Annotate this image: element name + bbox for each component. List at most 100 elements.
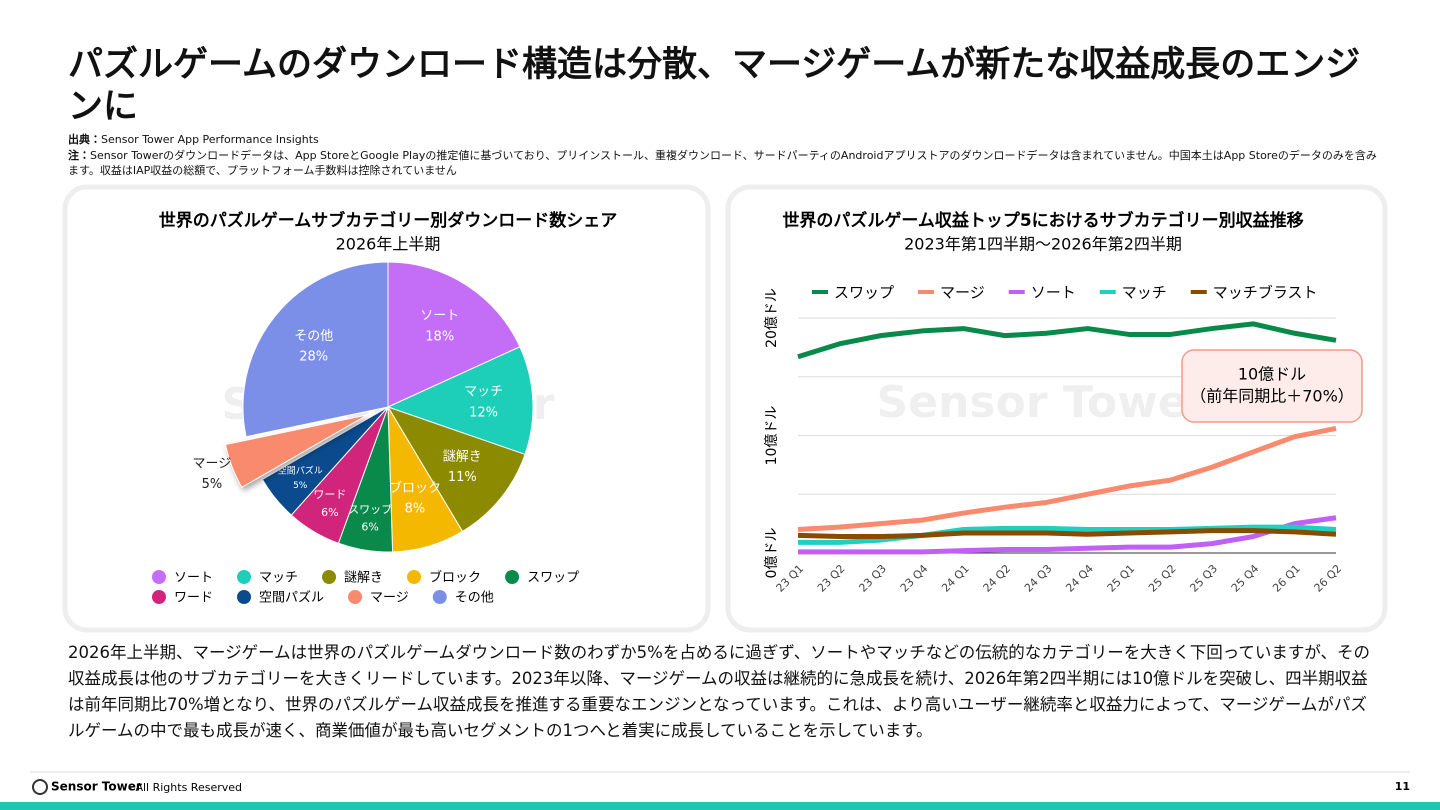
legend-item: スワップ — [505, 570, 579, 586]
legend-swatch — [237, 570, 252, 584]
x-tick-label: 26 Q1 — [1270, 562, 1303, 595]
pie-slice — [386, 346, 534, 456]
x-tick-label: 24 Q4 — [1063, 562, 1096, 595]
legend-swatch — [505, 570, 520, 584]
legend-item: マッチ — [237, 570, 298, 586]
legend-item: ソート — [152, 570, 213, 586]
brand: Sensor Tower — [51, 780, 142, 794]
rights: - All Rights Reserved — [128, 781, 242, 794]
pie-slice — [261, 406, 389, 516]
legend-label: マッチブラスト — [1213, 284, 1318, 302]
annotation: 10億ドル — [1238, 365, 1306, 384]
chart-title: 世界のパズルゲームサブカテゴリー別ダウンロード数シェア — [159, 210, 618, 231]
slice-value: 6% — [321, 506, 338, 519]
pie-slice — [387, 261, 521, 408]
chart-subtitle: 2023年第1四半期～2026年第2四半期 — [904, 235, 1182, 254]
pie-slice — [242, 261, 389, 438]
legend-label: 空間パズル — [259, 590, 324, 606]
body-text: 2026年上半期、マージゲームは世界のパズルゲームダウンロード数のわずか5%を占… — [68, 643, 1371, 740]
pie-slice — [337, 406, 394, 553]
legend-swatch — [322, 570, 337, 584]
legend-label: ワード — [174, 591, 213, 606]
legend-item: スワップ — [812, 284, 894, 302]
legend-item: ブロック — [407, 570, 481, 586]
x-tick-label: 23 Q3 — [856, 562, 889, 595]
legend-item: マッチ — [1099, 284, 1167, 302]
slice-label: 謎解き — [443, 449, 482, 464]
watermark: Sensor Tower — [222, 379, 555, 430]
page-number: 11 — [1395, 780, 1410, 793]
x-tick-label: 23 Q1 — [774, 562, 807, 595]
legend-item: 空間パズル — [237, 590, 324, 606]
slice-label: マッチ — [464, 385, 503, 400]
line-series — [797, 425, 1337, 532]
source-text: Sensor Tower App Performance Insights — [101, 133, 319, 146]
slice-label: ワード — [313, 488, 346, 501]
legend-label: マージ — [940, 284, 985, 302]
chart-title: 世界のパズルゲーム収益トップ5におけるサブカテゴリー別収益推移 — [782, 210, 1303, 231]
x-tick-label: 25 Q2 — [1146, 562, 1179, 595]
pie-slice — [224, 414, 368, 489]
legend-item: 謎解き — [322, 570, 383, 586]
legend-label: マッチ — [259, 571, 298, 586]
legend-item: ソート — [1008, 284, 1076, 302]
legend-swatch — [152, 590, 166, 604]
source-label: 出典： — [68, 133, 101, 146]
note-label: 注： — [68, 149, 90, 162]
slice-value: 28% — [299, 350, 328, 365]
annotation: （前年同期比＋70%） — [1190, 387, 1354, 406]
x-tick-label: 23 Q4 — [898, 562, 931, 595]
slice-value: 5% — [293, 481, 308, 491]
legend-item: マッチブラスト — [1190, 284, 1318, 302]
legend-label: スワップ — [834, 284, 894, 302]
note-text: Sensor Towerのダウンロードデータは、App StoreとGoogle… — [68, 149, 1377, 177]
pie-slice — [290, 406, 389, 544]
legend-item: その他 — [432, 590, 494, 606]
legend-label: ソート — [174, 571, 213, 586]
slice-value: 12% — [469, 405, 498, 420]
x-tick-label: 23 Q2 — [815, 562, 848, 595]
legend-label: マージ — [370, 591, 409, 606]
legend-label: マッチ — [1122, 284, 1167, 302]
x-tick-label: 25 Q4 — [1229, 562, 1262, 595]
pie-slice — [386, 406, 526, 533]
slice-label: ブロック — [389, 480, 441, 496]
legend-item: マージ — [348, 590, 409, 606]
page-title: パズルゲームのダウンロード構造は分散、マージゲームが新たな収益成長のエンジンに — [68, 45, 1361, 127]
logo-icon — [32, 779, 48, 795]
slice-value: 11% — [448, 470, 477, 485]
pie-slice — [387, 405, 464, 553]
legend-label: ブロック — [429, 570, 481, 586]
legend-swatch — [348, 590, 363, 604]
card — [725, 184, 1388, 633]
slice-label: その他 — [294, 329, 333, 344]
card — [62, 184, 711, 633]
x-tick-label: 25 Q1 — [1105, 562, 1138, 595]
legend-item: マージ — [918, 284, 985, 302]
legend-swatch — [152, 570, 166, 584]
slice-value: 18% — [425, 329, 454, 344]
line-series — [797, 321, 1337, 360]
legend-swatch — [237, 590, 252, 604]
y-tick-label: 0億ドル — [764, 528, 780, 579]
y-tick-label: 20億ドル — [764, 288, 780, 348]
slice-label: ソート — [420, 309, 459, 324]
legend-item: ワード — [152, 590, 213, 606]
x-tick-label: 26 Q2 — [1312, 562, 1345, 595]
slice-label: スワップ — [348, 503, 392, 516]
slice-value: 6% — [361, 520, 378, 533]
x-tick-label: 25 Q3 — [1187, 562, 1220, 595]
line-series — [798, 515, 1337, 555]
annotation-box — [1181, 349, 1363, 423]
slice-label: 空間パズル — [278, 465, 323, 477]
slice-value: 5% — [202, 477, 223, 492]
legend-label: ソート — [1031, 284, 1076, 302]
legend-label: スワップ — [527, 571, 579, 586]
legend-label: その他 — [455, 591, 494, 606]
line-series — [798, 524, 1337, 545]
chart-subtitle: 2026年上半期 — [336, 235, 441, 254]
x-tick-label: 24 Q3 — [1022, 562, 1055, 595]
line-series — [797, 528, 1337, 540]
source: 出典：Sensor Tower App Performance Insights — [68, 132, 1378, 147]
